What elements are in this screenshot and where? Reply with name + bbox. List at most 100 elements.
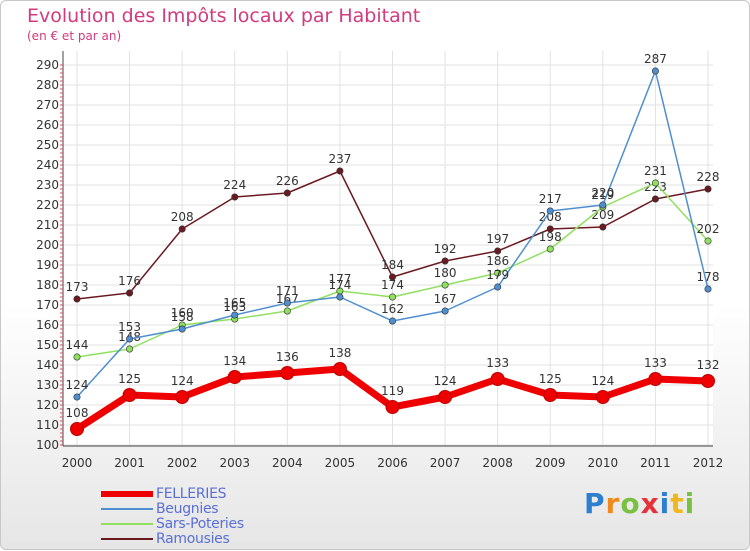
- legend-swatch-fellerires: [101, 491, 153, 497]
- data-point: [175, 390, 190, 404]
- legend-label-beugnies: Beugnies: [156, 501, 219, 517]
- data-point: [388, 293, 396, 301]
- logo-letter: t: [670, 487, 685, 520]
- chart-subtitle: (en € et par an): [27, 29, 122, 43]
- data-label: 124: [591, 374, 614, 388]
- data-point: [490, 372, 505, 386]
- y-tick-label: 230: [36, 178, 59, 192]
- x-tick-label: 2005: [325, 456, 356, 470]
- y-tick-label: 200: [36, 238, 59, 252]
- proxiti-logo: Proxiti: [584, 487, 695, 520]
- data-point: [332, 362, 347, 376]
- data-label: 133: [486, 356, 509, 370]
- legend-label-fellerires: FELLERIES: [156, 486, 227, 502]
- logo-letter: r: [605, 487, 621, 520]
- data-label: 179: [486, 268, 509, 282]
- data-point: [388, 273, 396, 281]
- logo-letter: i: [684, 487, 696, 520]
- y-tick-label: 170: [36, 298, 59, 312]
- legend-swatch-beugnies: [101, 508, 153, 510]
- data-point: [231, 311, 239, 319]
- legend-swatch-ramousies: [101, 538, 153, 540]
- x-tick-label: 2009: [535, 456, 566, 470]
- data-point: [283, 299, 291, 307]
- data-point: [595, 390, 610, 404]
- data-label: 171: [276, 284, 299, 298]
- data-point: [494, 247, 502, 255]
- x-tick-label: 2008: [482, 456, 513, 470]
- data-point: [126, 289, 134, 297]
- data-point: [231, 193, 239, 201]
- data-point: [648, 372, 663, 386]
- x-tick-label: 2000: [62, 456, 93, 470]
- y-tick-label: 210: [36, 218, 59, 232]
- data-label: 202: [697, 222, 720, 236]
- data-point: [599, 223, 607, 231]
- data-point: [441, 257, 449, 265]
- logo-letter: x: [640, 487, 660, 520]
- data-label: 197: [486, 232, 509, 246]
- data-point: [651, 179, 659, 187]
- data-point: [178, 325, 186, 333]
- y-tick-label: 290: [36, 58, 59, 72]
- data-label: 153: [118, 320, 141, 334]
- data-label: 144: [66, 338, 89, 352]
- data-label: 136: [276, 350, 299, 364]
- data-label: 237: [328, 152, 351, 166]
- data-point: [546, 245, 554, 253]
- data-point: [441, 307, 449, 315]
- data-label: 124: [434, 374, 457, 388]
- data-label: 125: [539, 372, 562, 386]
- y-tick-label: 130: [36, 378, 59, 392]
- y-tick-label: 250: [36, 138, 59, 152]
- data-label: 162: [381, 302, 404, 316]
- data-label: 176: [118, 274, 141, 288]
- data-label: 217: [539, 192, 562, 206]
- x-tick-label: 2010: [588, 456, 619, 470]
- data-label: 186: [486, 254, 509, 268]
- data-label: 163: [223, 300, 246, 314]
- data-point: [385, 400, 400, 414]
- x-tick-label: 2002: [167, 456, 198, 470]
- data-point: [73, 393, 81, 401]
- y-tick-label: 110: [36, 418, 59, 432]
- legend-label-ramousies: Ramousies: [156, 531, 230, 547]
- y-tick-label: 240: [36, 158, 59, 172]
- y-tick-label: 120: [36, 398, 59, 412]
- data-point: [126, 345, 134, 353]
- data-point: [704, 185, 712, 193]
- data-point: [70, 422, 84, 436]
- legend-swatch-sars-poteries: [101, 523, 153, 525]
- y-tick-label: 270: [36, 98, 59, 112]
- plot-area: [63, 51, 713, 446]
- data-label: 231: [644, 164, 667, 178]
- y-tick-label: 180: [36, 278, 59, 292]
- x-tick-label: 2011: [640, 456, 671, 470]
- data-point: [704, 285, 712, 293]
- x-tick-label: 2012: [693, 456, 724, 470]
- data-label: 208: [171, 210, 194, 224]
- x-tick-label: 2006: [377, 456, 408, 470]
- x-tick-label: 2003: [219, 456, 250, 470]
- data-point: [701, 374, 715, 388]
- data-label: 223: [644, 180, 667, 194]
- data-point: [651, 195, 659, 203]
- data-point: [283, 189, 291, 197]
- data-label: 287: [644, 52, 667, 66]
- y-tick-label: 140: [36, 358, 59, 372]
- data-label: 198: [539, 230, 562, 244]
- data-point: [336, 167, 344, 175]
- data-label: 119: [381, 384, 404, 398]
- data-label: 158: [171, 310, 194, 324]
- data-label: 228: [697, 170, 720, 184]
- data-point: [546, 225, 554, 233]
- data-point: [178, 225, 186, 233]
- logo-letter: i: [659, 487, 671, 520]
- data-label: 174: [328, 278, 351, 292]
- data-label: 180: [434, 266, 457, 280]
- data-point: [599, 201, 607, 209]
- data-point: [441, 281, 449, 289]
- data-label: 124: [66, 378, 89, 392]
